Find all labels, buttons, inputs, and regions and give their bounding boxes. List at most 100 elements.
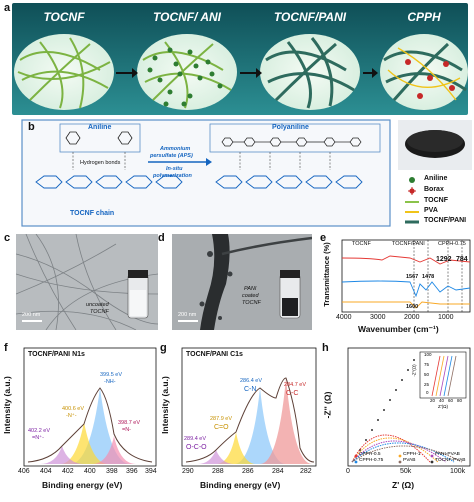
- panel-d: d PANI coated TOCNF 200 nm: [158, 232, 320, 332]
- scale-bar-d: 200 nm: [178, 312, 197, 318]
- legend-aniline-icon: [409, 177, 415, 183]
- inset-xtick-40: 40: [439, 398, 445, 403]
- uncoated-label-line1: uncoated: [86, 302, 109, 308]
- legend-pva-label: PVA: [424, 207, 438, 214]
- c1s-chart: [181, 347, 317, 467]
- nyquist-xtick-100k: 100k: [450, 468, 466, 475]
- ftir-annotation-1292: 1292: [436, 256, 452, 263]
- ftir-annotation-1478: 1478: [422, 274, 435, 280]
- ftir-xlabel: Wavenumber (cm⁻¹): [358, 324, 439, 334]
- aniline-label: Aniline: [88, 124, 112, 131]
- inset-xlabel: Z'(Ω): [438, 404, 448, 409]
- ftir-ylabel: Transmittance (%): [321, 242, 331, 307]
- nyquist-arc-2: [351, 437, 439, 463]
- ftir-xtick-3000: 3000: [370, 314, 386, 321]
- n1s-peak-eqn-plus-species: =N⁺-: [32, 435, 44, 441]
- c1s-peak-oco-species: O-C-O: [186, 444, 207, 451]
- panel-e-letter: e: [320, 232, 327, 244]
- inset-xtick-80: 80: [457, 398, 463, 403]
- nyquist-legend-cpph05: CPPH-0.5: [359, 452, 381, 457]
- coated-label-line3: TOCNF: [242, 300, 261, 306]
- uncoated-label-line2: TOCNF: [90, 309, 109, 315]
- n1s-peak-nh: [70, 388, 130, 464]
- ftir-xtick-4000: 4000: [336, 314, 352, 321]
- n1s-peak-eqn: [92, 436, 136, 464]
- n1s-xtick-402: 402: [62, 468, 74, 475]
- n1s-xtick-394: 394: [145, 468, 157, 475]
- c1s-peak-oco: [198, 450, 234, 464]
- panel-a: a: [0, 0, 474, 118]
- panel-c-letter: c: [4, 232, 11, 244]
- coated-label-line2: coated: [242, 293, 259, 299]
- ftir-chart: [341, 239, 471, 313]
- nyquist-legend-pani-pvab: PANI-PVAB: [435, 452, 460, 457]
- polyaniline-frame: [209, 123, 381, 153]
- n1s-peak-nh-energy: 399.5 eV: [100, 372, 123, 378]
- legend-borax-label: Borax: [424, 186, 444, 193]
- nyquist-xtick-50k: 50k: [400, 468, 412, 475]
- c1s-envelope: [185, 377, 315, 463]
- ftir-annotation-784: 784: [456, 256, 468, 263]
- ftir-legend-tocnf-pani: TOCNF/PANI: [392, 241, 425, 247]
- chain-label: TOCNF chain: [70, 210, 115, 217]
- n1s-envelope: [27, 387, 153, 463]
- panel-h: h 100 75 50 25 0 20: [320, 338, 474, 502]
- legend-tocnf-pani-label: TOCNF/PANI: [424, 217, 467, 224]
- polyaniline-label: Polyaniline: [272, 124, 309, 131]
- coated-label-line1: PANI: [244, 286, 257, 292]
- c1s-peak-cn: [234, 388, 286, 464]
- nyquist-legend-tocnf-pvab: TOCNF-PVAB: [435, 458, 466, 463]
- c1s-xtick-282: 282: [300, 468, 312, 475]
- c1s-peak-cn-species: C-N: [244, 386, 257, 393]
- ftir-trace-tocnf-pani: [341, 280, 471, 298]
- n1s-peak-eqn-plus: [40, 446, 84, 464]
- nyquist-legend-pani-pvab-marker: [430, 454, 434, 458]
- ftir-annotation-1567: 1567: [406, 274, 419, 280]
- legend-aniline-label: Aniline: [424, 175, 448, 182]
- ftir-legend-cpph: CPPH-0.75: [438, 241, 466, 247]
- inset-ylabel: -Z''(Ω): [411, 364, 417, 377]
- stage-title-tocnf-ani: TOCNF/ ANI: [153, 10, 221, 24]
- n1s-peak-n-plus-species: -N⁺-: [66, 413, 77, 419]
- nyquist-legend-pvab: PVAB: [403, 458, 416, 463]
- panel-a-letter: a: [4, 2, 11, 14]
- process-line2: polymerization: [153, 173, 192, 179]
- n1s-ylabel: Intensity (a.u.): [1, 376, 12, 434]
- tem-image-coated: [172, 234, 312, 330]
- nyquist-arc-4: [351, 442, 455, 463]
- ftir-trace-cpph: [342, 301, 470, 309]
- n1s-xtick-404: 404: [40, 468, 52, 475]
- n1s-peak-nh-species: -NH-: [104, 379, 116, 385]
- n1s-xlabel: Binding energy (eV): [42, 480, 123, 490]
- c1s-peak-cc-species: C-C: [286, 390, 299, 397]
- n1s-title: TOCNF/PANI N1s: [28, 351, 85, 358]
- legend-tocnf-label: TOCNF: [424, 197, 448, 204]
- c1s-title: TOCNF/PANI C1s: [186, 351, 243, 358]
- inset-ytick-75: 75: [424, 362, 430, 367]
- n1s-chart: [23, 347, 157, 467]
- c1s-peak-co-energy: 287.9 eV: [210, 416, 233, 422]
- nyquist-legend-cpph075-marker: [354, 460, 358, 464]
- scale-bar-c: 200 nm: [22, 312, 41, 318]
- nyquist-chart: [347, 347, 471, 467]
- nyquist-legend-cpph075: CPPH-0.75: [359, 458, 384, 463]
- c1s-peak-cc-energy: 284.7 eV: [284, 382, 307, 388]
- c1s-peak-cn-energy: 286.4 eV: [240, 378, 263, 384]
- nyquist-xtick-0: 0: [346, 468, 350, 475]
- ftir-xtick-2000: 2000: [404, 314, 420, 321]
- c1s-xlabel: Binding energy (eV): [200, 480, 281, 490]
- nyquist-arc-5: [351, 445, 463, 463]
- panel-h-letter: h: [322, 342, 329, 354]
- n1s-peak-n-plus: [60, 422, 108, 464]
- c1s-ylabel: Intensity (a.u.): [159, 376, 170, 434]
- n1s-peak-n-plus-energy: 400.6 eV: [62, 406, 85, 412]
- process-line1: In-situ: [166, 166, 183, 172]
- panel-f-letter: f: [4, 342, 8, 354]
- panel-e: e TOCNF TOCNF/PANI CPPH-0.75 1567 1478 1…: [320, 232, 474, 336]
- inset-ytick-0: 0: [426, 390, 429, 395]
- nyquist-arc-3: [351, 440, 447, 463]
- nyquist-legend-tocnf-pvab-marker: [430, 460, 434, 464]
- nyquist-legend-cpph1-marker: [398, 454, 402, 458]
- panel-b: b Aniline Polyaniline Hydrogen bonds TOC…: [0, 118, 474, 230]
- n1s-xtick-406: 406: [18, 468, 30, 475]
